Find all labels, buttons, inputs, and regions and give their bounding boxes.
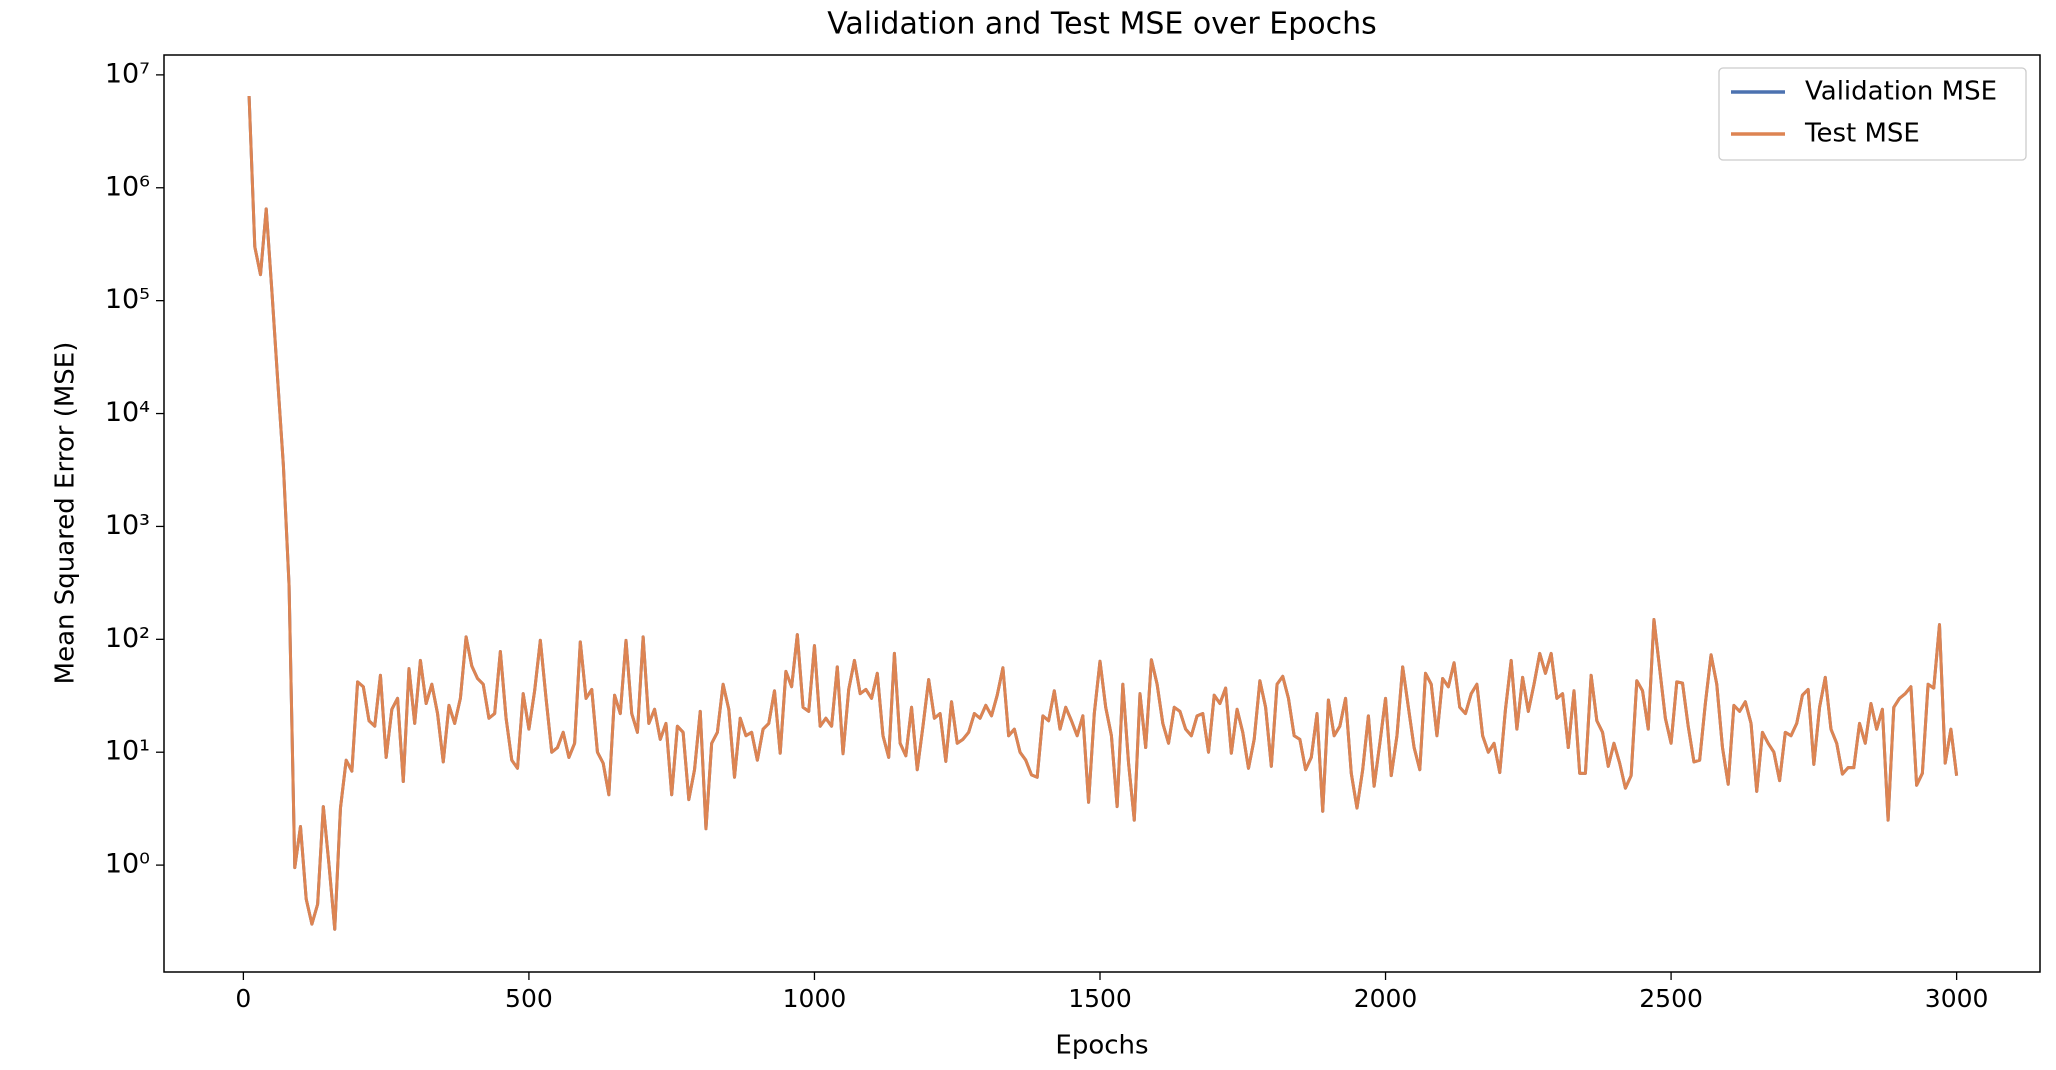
legend-label: Validation MSE: [1805, 77, 1997, 107]
legend-box: [1718, 67, 2027, 161]
series-line: [247, 95, 1959, 931]
y-tick-label: 10²: [105, 623, 150, 654]
y-tick-label: 10³: [105, 510, 150, 541]
chart-title: Validation and Test MSE over Epochs: [827, 7, 1377, 42]
y-axis-label: Mean Squared Error (MSE): [51, 342, 81, 685]
y-tick-label: 10⁶: [105, 171, 150, 202]
plot-frame: [163, 54, 2041, 973]
y-tick-label: 10⁷: [105, 58, 150, 89]
y-tick-label: 10⁵: [105, 284, 150, 315]
x-tick-label: 2500: [1639, 984, 1703, 1013]
x-tick-label: 0: [235, 984, 251, 1013]
x-tick-label: 1500: [1068, 984, 1132, 1013]
x-axis-label: Epochs: [1055, 1031, 1148, 1061]
legend-label: Test MSE: [1804, 119, 1920, 149]
x-tick-label: 3000: [1925, 984, 1989, 1013]
x-tick-label: 2000: [1354, 984, 1418, 1013]
y-tick-label: 10¹: [105, 736, 150, 767]
series-line: [247, 95, 1959, 931]
y-tick-label: 10⁴: [105, 397, 150, 428]
x-tick-label: 1000: [783, 984, 847, 1013]
y-tick-label: 10⁰: [105, 849, 150, 880]
x-tick-label: 500: [505, 984, 553, 1013]
